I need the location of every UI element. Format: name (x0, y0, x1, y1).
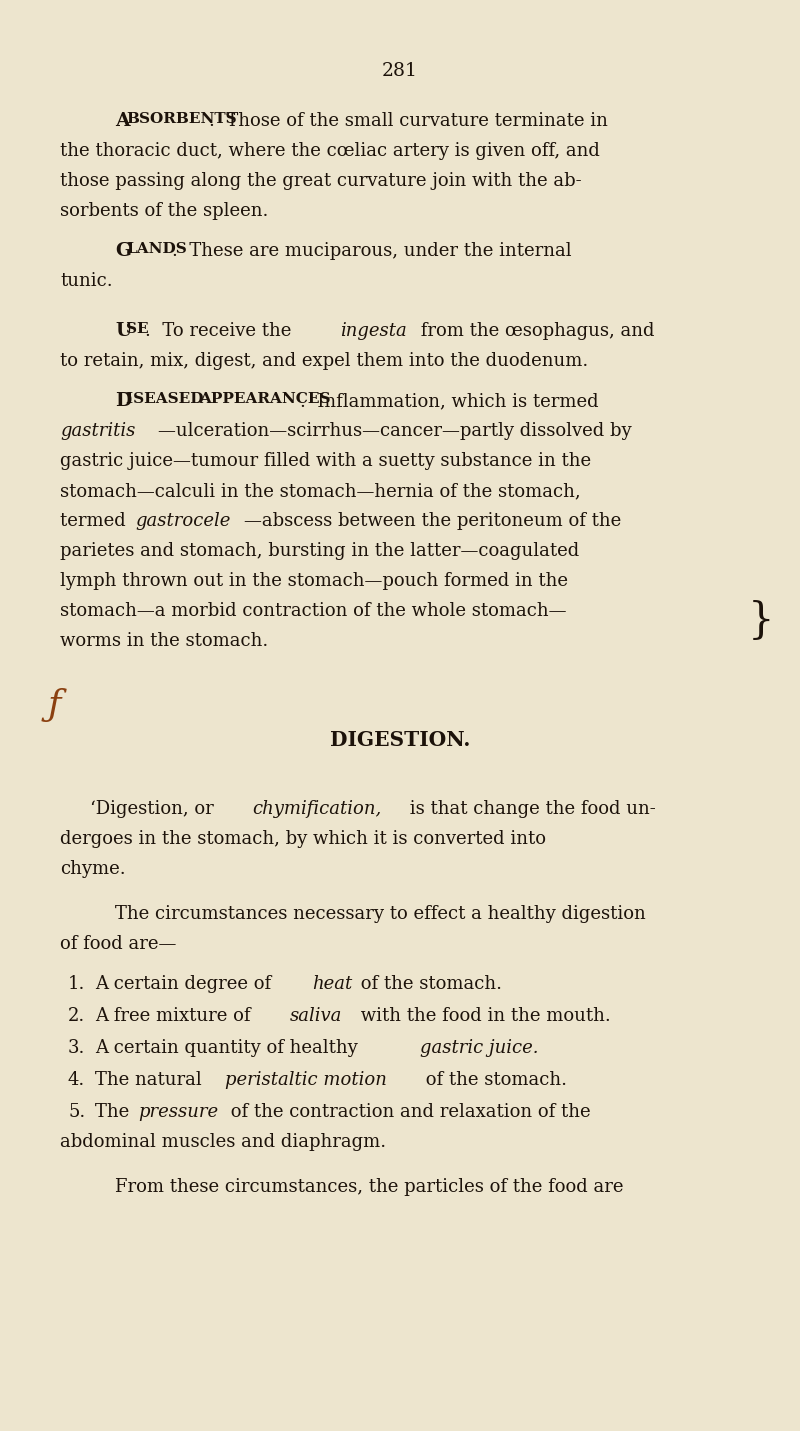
Text: A free mixture of: A free mixture of (95, 1007, 256, 1025)
Text: worms in the stomach.: worms in the stomach. (60, 633, 268, 650)
Text: From these circumstances, the particles of the food are: From these circumstances, the particles … (115, 1178, 623, 1196)
Text: ISEASED: ISEASED (126, 392, 209, 406)
Text: gastrocele: gastrocele (136, 512, 231, 529)
Text: 3.: 3. (68, 1039, 86, 1058)
Text: .  Those of the small curvature terminate in: . Those of the small curvature terminate… (209, 112, 608, 130)
Text: 2.: 2. (68, 1007, 86, 1025)
Text: .  To receive the: . To receive the (145, 322, 297, 341)
Text: BSORBENTS: BSORBENTS (126, 112, 237, 126)
Text: gastritis: gastritis (60, 422, 135, 439)
Text: ƒ: ƒ (48, 688, 62, 723)
Text: gastric juice—tumour filled with a suetty substance in the: gastric juice—tumour filled with a suett… (60, 452, 591, 469)
Text: —abscess between the peritoneum of the: —abscess between the peritoneum of the (244, 512, 622, 529)
Text: —ulceration—scirrhus—cancer—partly dissolved by: —ulceration—scirrhus—cancer—partly disso… (158, 422, 631, 439)
Text: .  Inflammation, which is termed: . Inflammation, which is termed (301, 392, 599, 411)
Text: the thoracic duct, where the cœliac artery is given off, and: the thoracic duct, where the cœliac arte… (60, 142, 600, 160)
Text: U: U (115, 322, 131, 341)
Text: .  These are muciparous, under the internal: . These are muciparous, under the intern… (172, 242, 572, 260)
Text: A certain quantity of healthy: A certain quantity of healthy (95, 1039, 363, 1058)
Text: sorbents of the spleen.: sorbents of the spleen. (60, 202, 268, 220)
Text: The circumstances necessary to effect a healthy digestion: The circumstances necessary to effect a … (115, 904, 646, 923)
Text: chymification,: chymification, (253, 800, 382, 819)
Text: 1.: 1. (68, 975, 86, 993)
Text: of the contraction and relaxation of the: of the contraction and relaxation of the (225, 1103, 590, 1120)
Text: SE: SE (126, 322, 149, 336)
Text: G: G (115, 242, 131, 260)
Text: LANDS: LANDS (126, 242, 187, 256)
Text: 281: 281 (382, 62, 418, 80)
Text: termed: termed (60, 512, 131, 529)
Text: D: D (115, 392, 131, 411)
Text: ‘Digestion, or: ‘Digestion, or (90, 800, 219, 819)
Text: A certain degree of: A certain degree of (95, 975, 277, 993)
Text: from the œsophagus, and: from the œsophagus, and (415, 322, 655, 341)
Text: to retain, mix, digest, and expel them into the duodenum.: to retain, mix, digest, and expel them i… (60, 352, 588, 371)
Text: heat: heat (312, 975, 352, 993)
Text: The: The (95, 1103, 135, 1120)
Text: tunic.: tunic. (60, 272, 113, 290)
Text: is that change the food un-: is that change the food un- (404, 800, 656, 819)
Text: dergoes in the stomach, by which it is converted into: dergoes in the stomach, by which it is c… (60, 830, 546, 849)
Text: abdominal muscles and diaphragm.: abdominal muscles and diaphragm. (60, 1133, 386, 1151)
Text: 5.: 5. (68, 1103, 86, 1120)
Text: saliva: saliva (290, 1007, 342, 1025)
Text: of the stomach.: of the stomach. (420, 1070, 567, 1089)
Text: pressure: pressure (138, 1103, 218, 1120)
Text: of the stomach.: of the stomach. (355, 975, 502, 993)
Text: 4.: 4. (68, 1070, 86, 1089)
Text: stomach—a morbid contraction of the whole stomach—: stomach—a morbid contraction of the whol… (60, 602, 566, 620)
Text: lymph thrown out in the stomach—pouch formed in the: lymph thrown out in the stomach—pouch fo… (60, 572, 568, 590)
Text: stomach—calculi in the stomach—hernia of the stomach,: stomach—calculi in the stomach—hernia of… (60, 482, 581, 499)
Text: }: } (748, 600, 774, 643)
Text: APPEARANCES: APPEARANCES (199, 392, 331, 406)
Text: peristaltic motion: peristaltic motion (225, 1070, 387, 1089)
Text: ingesta: ingesta (339, 322, 406, 341)
Text: parietes and stomach, bursting in the latter—coagulated: parietes and stomach, bursting in the la… (60, 542, 579, 560)
Text: those passing along the great curvature join with the ab-: those passing along the great curvature … (60, 172, 582, 190)
Text: The natural: The natural (95, 1070, 207, 1089)
Text: gastric juice.: gastric juice. (420, 1039, 538, 1058)
Text: DIGESTION.: DIGESTION. (330, 730, 470, 750)
Text: A: A (115, 112, 130, 130)
Text: of food are—: of food are— (60, 934, 176, 953)
Text: chyme.: chyme. (60, 860, 126, 879)
Text: with the food in the mouth.: with the food in the mouth. (355, 1007, 610, 1025)
